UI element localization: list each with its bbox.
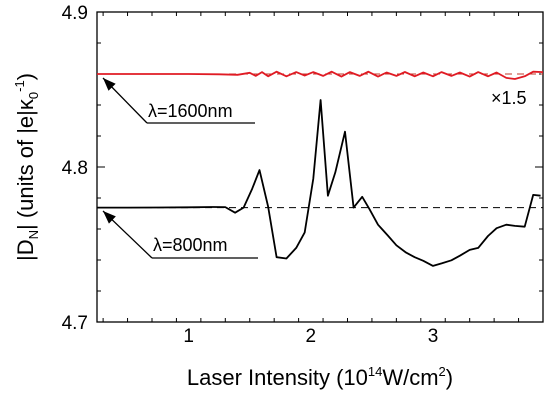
scale-annotation: ×1.5 xyxy=(491,88,527,108)
y-axis-title-subscript: N xyxy=(26,230,41,239)
plot-frame xyxy=(96,11,544,323)
label-1600nm: λ=1600nm xyxy=(148,101,233,121)
series-layer xyxy=(97,70,544,267)
x-axis-title-end: ) xyxy=(446,365,453,390)
axes xyxy=(96,11,544,323)
arrow-1600-head xyxy=(103,78,116,91)
series-line-1 xyxy=(97,70,544,80)
y-axis-title-kappa-exponent: -1 xyxy=(12,80,27,92)
y-tick-label: 4.8 xyxy=(62,158,88,179)
x-axis-title-unit: W/cm xyxy=(382,365,438,390)
y-tick-label: 4.9 xyxy=(62,3,88,24)
x-tick-label: 2 xyxy=(306,326,317,347)
y-axis-title-main: |D xyxy=(13,239,38,261)
label-800nm: λ=800nm xyxy=(153,235,228,255)
x-axis-title-unit-exponent: 2 xyxy=(439,364,446,379)
y-axis-title-end: ) xyxy=(13,73,38,80)
y-axis-title: |DN| (units of |e|κ0-1) xyxy=(12,73,41,261)
x-axis-title-main: Laser Intensity (10 xyxy=(187,365,368,390)
x-tick-label: 3 xyxy=(428,326,439,347)
y-tick-label: 4.7 xyxy=(62,313,88,334)
x-axis-title-exponent: 14 xyxy=(368,364,382,379)
x-tick-label: 1 xyxy=(183,326,194,347)
y-axis-title-kappa-subscript: 0 xyxy=(26,92,41,99)
y-axis-title-mid: | (units of |e|κ xyxy=(13,98,38,230)
x-axis-title: Laser Intensity (1014W/cm2) xyxy=(187,364,453,390)
series-line-2 xyxy=(97,99,541,267)
arrow-800-head xyxy=(103,211,116,224)
labels-layer: 1 2 3 4.7 4.8 4.9 λ=1600nm λ=800nm ×1.5 Laser Int… xyxy=(12,3,527,390)
